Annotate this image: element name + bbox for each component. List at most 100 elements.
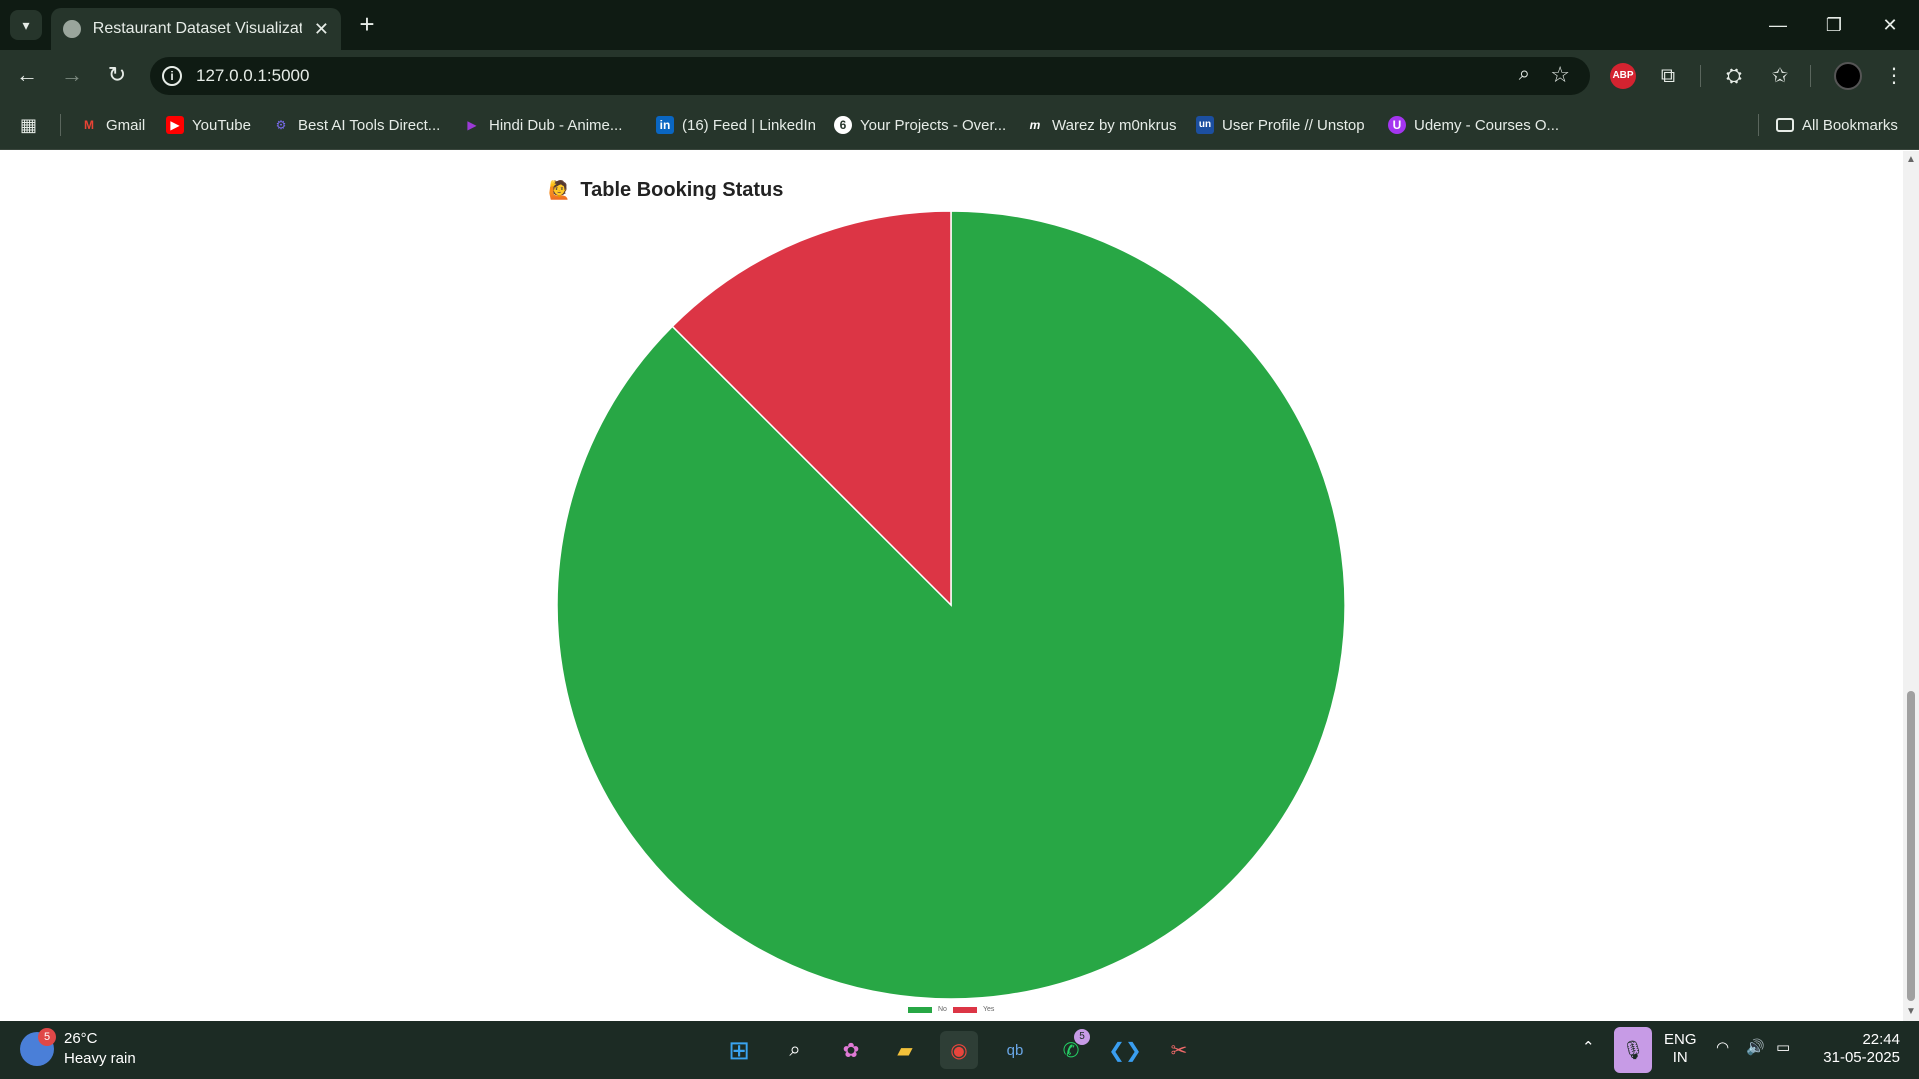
- whatsapp-icon: ✆: [1062, 1039, 1080, 1062]
- incognito-icon[interactable]: ⛭: [1726, 65, 1742, 87]
- bookmarks-separator: [1758, 114, 1759, 136]
- whatsapp-badge: 5: [1074, 1029, 1090, 1045]
- tab-search-button[interactable]: ▾: [10, 10, 42, 40]
- scroll-up-icon[interactable]: ▲: [1906, 154, 1916, 165]
- close-tab-icon[interactable]: ✕: [313, 18, 329, 39]
- folder-icon: ▰: [897, 1039, 913, 1062]
- copilot-icon: ✿: [842, 1039, 860, 1062]
- tab-title: Restaurant Dataset Visualization: [92, 20, 302, 37]
- bookmark-ai-tools[interactable]: ⚙ Best AI Tools Direct...: [272, 114, 441, 136]
- scroll-down-icon[interactable]: ▼: [1906, 1006, 1916, 1017]
- vertical-scrollbar[interactable]: ▲ ▼: [1903, 151, 1919, 1021]
- all-bookmarks-button[interactable]: All Bookmarks: [1776, 114, 1898, 136]
- play-icon: ▶: [467, 118, 477, 132]
- bookmark-gmail[interactable]: M Gmail: [80, 114, 145, 136]
- pie-chart: [556, 210, 1346, 1000]
- globe-icon: [63, 20, 81, 38]
- restore-button[interactable]: ❐: [1825, 15, 1843, 35]
- scrollbar-thumb[interactable]: [1907, 691, 1915, 1001]
- toolbar-separator: [1810, 65, 1811, 87]
- menu-icon[interactable]: ⋮: [1884, 65, 1904, 87]
- adblock-icon[interactable]: ABP: [1610, 63, 1636, 89]
- windows-icon: ⊞: [728, 1034, 750, 1065]
- chart-title-text: Table Booking Status: [580, 179, 784, 201]
- apps-grid-icon[interactable]: ▦: [20, 114, 38, 135]
- tray-overflow-icon[interactable]: ⌃: [1582, 1039, 1595, 1056]
- bookmark-warez[interactable]: m Warez by m0nkrus: [1026, 114, 1177, 136]
- time-text: 22:44: [1862, 1031, 1900, 1048]
- bookmark-unstop[interactable]: un User Profile // Unstop: [1196, 114, 1365, 136]
- address-bar[interactable]: i 127.0.0.1:5000 ⌕ ☆: [150, 57, 1590, 95]
- legend-label-yes: Yes: [982, 1006, 995, 1013]
- qbittorrent-button[interactable]: qb: [996, 1031, 1034, 1069]
- reading-list-icon[interactable]: ✩: [1771, 65, 1789, 87]
- clock[interactable]: 22:44 31-05-2025: [1810, 1031, 1900, 1067]
- weather-temp: 26°C: [64, 1030, 98, 1047]
- file-explorer-button[interactable]: ▰: [886, 1031, 924, 1069]
- battery-icon[interactable]: ▭: [1776, 1039, 1791, 1056]
- url-text[interactable]: 127.0.0.1:5000: [196, 66, 310, 85]
- whatsapp-button[interactable]: ✆ 5: [1052, 1029, 1090, 1069]
- gmail-icon: M: [84, 118, 94, 132]
- unstop-icon: un: [1196, 116, 1214, 134]
- toolbar-separator: [1700, 65, 1701, 87]
- weather-icon: 5: [20, 1028, 56, 1066]
- forward-button[interactable]: →: [61, 62, 83, 87]
- bookmarks-separator: [60, 114, 61, 136]
- profile-avatar[interactable]: [1834, 62, 1862, 90]
- vscode-button[interactable]: ❮❯: [1106, 1031, 1144, 1069]
- language-indicator[interactable]: ENG IN: [1664, 1031, 1697, 1066]
- back-button[interactable]: ←: [16, 62, 38, 87]
- start-button[interactable]: ⊞: [720, 1031, 758, 1069]
- minimize-button[interactable]: —: [1769, 15, 1787, 35]
- linkedin-icon: in: [656, 116, 674, 134]
- chevron-down-icon: ▾: [22, 16, 30, 33]
- pie-slice-yes[interactable]: [671, 210, 952, 607]
- wifi-icon[interactable]: ◠: [1716, 1039, 1730, 1056]
- chrome-button[interactable]: ◉: [940, 1031, 978, 1069]
- volume-icon[interactable]: 🔊: [1746, 1039, 1765, 1056]
- active-tab[interactable]: Restaurant Dataset Visualization ✕: [51, 8, 341, 50]
- legend-swatch-yes: [952, 1006, 977, 1013]
- site-info-icon[interactable]: i: [162, 66, 182, 86]
- close-window-button[interactable]: ✕: [1882, 15, 1898, 35]
- snipping-tool-button[interactable]: ✂: [1160, 1031, 1198, 1069]
- bookmark-hindi-dub[interactable]: ▶ Hindi Dub - Anime...: [463, 114, 622, 136]
- scissors-icon: ✂: [1170, 1039, 1188, 1062]
- youtube-icon: ▶: [166, 116, 184, 134]
- search-button[interactable]: ⌕: [776, 1031, 814, 1069]
- legend-label-no: No: [938, 1006, 947, 1013]
- person-raising-hand-icon: 🙋: [548, 180, 571, 200]
- bookmark-star-icon[interactable]: ☆: [1550, 62, 1570, 87]
- weather-desc: Heavy rain: [64, 1050, 136, 1067]
- page-content: 🙋 Table Booking Status No Yes: [0, 151, 1903, 1021]
- bookmark-linkedin[interactable]: in (16) Feed | LinkedIn: [656, 114, 816, 136]
- windows-taskbar: 5 26°C Heavy rain ⊞ ⌕ ✿ ▰ ◉ qb ✆ 5 ❮❯ ✂ …: [0, 1021, 1919, 1079]
- bookmark-youtube[interactable]: ▶ YouTube: [166, 114, 251, 136]
- ai-tools-icon: ⚙: [275, 118, 287, 132]
- tab-strip: ▾ Restaurant Dataset Visualization ✕ + —…: [0, 0, 1919, 50]
- new-tab-button[interactable]: +: [359, 9, 375, 39]
- legend-swatch-no: [908, 1006, 932, 1013]
- udemy-icon: U: [1388, 116, 1406, 134]
- folder-icon: [1776, 118, 1794, 132]
- m-icon: m: [1029, 118, 1041, 132]
- weather-widget[interactable]: 5 26°C Heavy rain: [20, 1028, 136, 1069]
- vscode-icon: ❮❯: [1108, 1039, 1142, 1062]
- zoom-icon[interactable]: ⌕: [1518, 63, 1530, 85]
- date-text: 31-05-2025: [1823, 1049, 1900, 1066]
- search-icon: ⌕: [789, 1038, 801, 1061]
- copilot-button[interactable]: ✿: [832, 1031, 870, 1069]
- qbittorrent-icon: qb: [1006, 1041, 1024, 1059]
- bookmark-projects[interactable]: 6 Your Projects - Over...: [834, 114, 1006, 136]
- chart-legend: No Yes: [908, 1006, 994, 1013]
- bookmarks-bar: ▦ M Gmail ▶ YouTube ⚙ Best AI Tools Dire…: [0, 100, 1919, 150]
- weather-badge: 5: [38, 1028, 56, 1046]
- microphone-icon[interactable]: 🎙: [1614, 1027, 1652, 1073]
- reload-button[interactable]: ↻: [107, 62, 127, 87]
- chrome-icon: ◉: [950, 1039, 968, 1062]
- extensions-icon[interactable]: ⧉: [1660, 65, 1676, 87]
- chart-title: 🙋 Table Booking Status: [548, 179, 783, 202]
- bookmark-udemy[interactable]: U Udemy - Courses O...: [1388, 114, 1559, 136]
